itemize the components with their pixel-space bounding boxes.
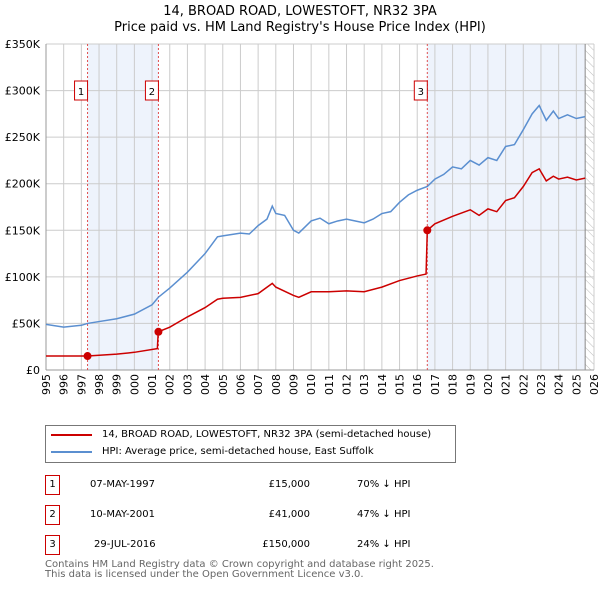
x-tick-label: 2009 xyxy=(287,374,300,395)
hpi-diff: 24% ↓ HPI xyxy=(357,539,411,550)
sale-label: 1 xyxy=(78,87,84,98)
x-tick-label: 2014 xyxy=(376,374,389,395)
table-row: 3 29-JUL-2016 £150,000 24% ↓ HPI xyxy=(45,535,465,555)
x-tick-label: 2026 xyxy=(588,374,600,395)
x-tick-label: 2001 xyxy=(146,374,159,395)
y-tick-label: £350K xyxy=(5,38,41,51)
table-row: 2 10-MAY-2001 £41,000 47% ↓ HPI xyxy=(45,505,465,525)
hpi-diff: 47% ↓ HPI xyxy=(357,509,411,520)
table-row: 1 07-MAY-1997 £15,000 70% ↓ HPI xyxy=(45,475,465,495)
legend-property: 14, BROAD ROAD, LOWESTOFT, NR32 3PA (sem… xyxy=(102,429,432,440)
sale-marker-badge: 1 xyxy=(45,475,60,495)
sale-point xyxy=(83,352,92,361)
sale-price: £150,000 xyxy=(262,539,310,550)
chart-subtitle: Price paid vs. HM Land Registry's House … xyxy=(114,20,486,35)
sale-marker-badge: 3 xyxy=(45,535,60,555)
legend: 14, BROAD ROAD, LOWESTOFT, NR32 3PA (sem… xyxy=(45,425,456,463)
y-tick-label: £200K xyxy=(5,178,41,191)
x-tick-label: 2000 xyxy=(128,374,141,395)
x-tick-label: 2019 xyxy=(464,374,477,395)
sale-label-box xyxy=(74,80,89,101)
x-tick-label: 2025 xyxy=(570,374,583,395)
x-tick-label: 1996 xyxy=(58,374,71,395)
sale-price: £15,000 xyxy=(268,479,310,490)
hpi-line xyxy=(45,104,586,328)
shaded-range xyxy=(427,44,586,370)
legend-hpi: HPI: Average price, semi-detached house,… xyxy=(102,446,374,457)
x-tick-label: 1997 xyxy=(75,374,88,395)
x-tick-label: 2005 xyxy=(217,374,230,395)
footer-line-2: This data is licensed under the Open Gov… xyxy=(45,569,364,580)
x-tick-label: 2007 xyxy=(252,374,265,395)
x-tick-label: 2015 xyxy=(394,374,407,395)
x-tick-label: 2011 xyxy=(323,374,336,395)
y-tick-label: £250K xyxy=(5,131,41,144)
x-tick-label: 1998 xyxy=(93,374,106,395)
property-price-line xyxy=(46,167,586,357)
legend-red-line-icon xyxy=(51,433,92,436)
x-tick-label: 2006 xyxy=(234,374,247,395)
sale-point xyxy=(423,226,432,235)
sale-date: 29-JUL-2016 xyxy=(94,539,156,550)
legend-blue-line-icon xyxy=(51,450,92,453)
sale-label-box xyxy=(413,80,428,101)
x-tick-label: 2017 xyxy=(429,374,442,395)
sale-label: 3 xyxy=(418,87,424,98)
x-tick-label: 2002 xyxy=(164,374,177,395)
x-tick-label: 2020 xyxy=(482,374,495,395)
x-tick-label: 2004 xyxy=(199,374,212,395)
price-chart: 1995 1996 1997 1998 1999 2000 2001 2002 2003 2004… xyxy=(5,38,600,395)
sale-label: 2 xyxy=(149,87,155,98)
hpi-diff: 70% ↓ HPI xyxy=(357,479,411,490)
y-tick-label: £300K xyxy=(5,85,41,98)
footer: Contains HM Land Registry data © Crown c… xyxy=(45,560,434,580)
sale-label-box xyxy=(144,80,159,101)
x-tick-label: 2012 xyxy=(341,374,354,395)
x-tick-label: 1999 xyxy=(111,374,124,395)
x-tick-label: 2023 xyxy=(535,374,548,395)
x-tick-label: 2008 xyxy=(270,374,283,395)
x-tick-label: 1995 xyxy=(40,374,53,395)
x-tick-label: 2022 xyxy=(517,374,530,395)
chart-title: 14, BROAD ROAD, LOWESTOFT, NR32 3PA xyxy=(163,4,437,19)
sale-price: £41,000 xyxy=(268,509,310,520)
x-tick-label: 2018 xyxy=(447,374,460,395)
sale-marker-badge: 2 xyxy=(45,505,60,525)
x-tick-label: 2010 xyxy=(305,374,318,395)
sale-date: 07-MAY-1997 xyxy=(90,479,156,490)
x-tick-label: 2016 xyxy=(411,374,424,395)
y-tick-label: £50K xyxy=(12,317,41,330)
x-tick-label: 2024 xyxy=(553,374,566,395)
sale-date: 10-MAY-2001 xyxy=(90,509,156,520)
x-tick-label: 2021 xyxy=(500,374,513,395)
y-tick-label: £100K xyxy=(5,271,41,284)
forecast-hatch xyxy=(585,44,594,370)
sale-point xyxy=(154,327,163,336)
y-tick-label: £150K xyxy=(5,224,41,237)
x-tick-label: 2003 xyxy=(181,374,194,395)
footer-line-1: Contains HM Land Registry data © Crown c… xyxy=(45,559,434,570)
x-tick-label: 2013 xyxy=(358,374,371,395)
y-tick-label: £0 xyxy=(26,364,40,377)
